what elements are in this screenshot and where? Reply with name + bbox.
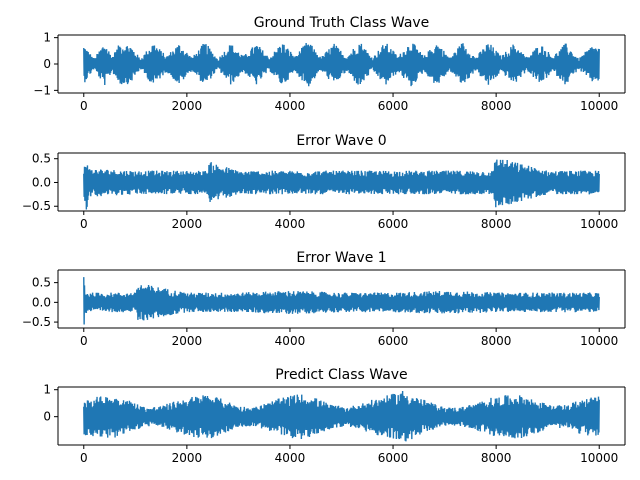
x-tick-label: 8000 <box>481 217 512 231</box>
y-tick-label: −0.5 <box>22 199 51 213</box>
series-line <box>83 42 600 87</box>
x-tick-label: 6000 <box>378 451 409 465</box>
x-tick-label: 10000 <box>580 451 618 465</box>
y-tick-label: 0.0 <box>32 295 51 309</box>
chart-panel-3: Predict Class Wave 0 2000 4000 6000 8000 10000… <box>43 367 626 465</box>
y-tick-label: 0 <box>43 410 51 424</box>
y-tick-label: 0.0 <box>32 175 51 189</box>
x-tick-label: 10000 <box>580 334 618 348</box>
y-tick-label: −1 <box>33 83 51 97</box>
chart-panel-1: Error Wave 0 0 2000 4000 6000 8000 10000 0.5 0.0… <box>22 133 626 231</box>
y-tick-label: 0.5 <box>32 152 51 166</box>
y-tick-label: 1 <box>43 383 51 397</box>
series-line <box>83 391 600 442</box>
y-tick-label: −0.5 <box>22 315 51 329</box>
y-tick-label: 0 <box>43 57 51 71</box>
x-tick-label: 4000 <box>275 99 306 113</box>
x-tick-label: 0 <box>80 99 88 113</box>
x-tick-label: 4000 <box>275 451 306 465</box>
x-tick-label: 8000 <box>481 451 512 465</box>
x-tick-label: 10000 <box>580 99 618 113</box>
chart-title: Ground Truth Class Wave <box>254 15 430 31</box>
x-tick-label: 0 <box>80 334 88 348</box>
x-tick-label: 4000 <box>275 217 306 231</box>
series-line <box>83 277 600 325</box>
x-tick-label: 2000 <box>172 217 203 231</box>
x-tick-label: 6000 <box>378 334 409 348</box>
x-tick-label: 2000 <box>172 451 203 465</box>
x-tick-label: 8000 <box>481 99 512 113</box>
chart-title: Predict Class Wave <box>275 367 407 383</box>
chart-title: Error Wave 0 <box>296 133 386 149</box>
chart-panel-0: Ground Truth Class Wave 0 2000 4000 6000 8000… <box>33 15 626 113</box>
y-tick-label: 0.5 <box>32 276 51 290</box>
chart-title: Error Wave 1 <box>296 250 386 266</box>
x-tick-label: 4000 <box>275 334 306 348</box>
chart-panel-2: Error Wave 1 0 2000 4000 6000 8000 10000 0.5 0.0… <box>22 250 626 348</box>
y-tick-label: 1 <box>43 31 51 45</box>
x-tick-label: 10000 <box>580 217 618 231</box>
x-tick-label: 0 <box>80 217 88 231</box>
x-tick-label: 0 <box>80 451 88 465</box>
x-tick-label: 2000 <box>172 334 203 348</box>
x-tick-label: 6000 <box>378 217 409 231</box>
series-line <box>83 159 600 210</box>
x-tick-label: 8000 <box>481 334 512 348</box>
x-tick-label: 2000 <box>172 99 203 113</box>
x-tick-label: 6000 <box>378 99 409 113</box>
